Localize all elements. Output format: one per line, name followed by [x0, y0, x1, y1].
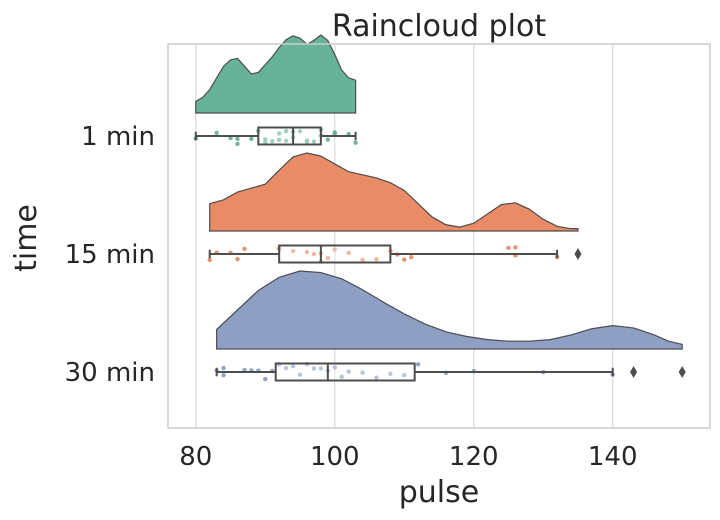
- data-point: [221, 372, 226, 378]
- data-point: [360, 257, 365, 263]
- outlier-marker: [678, 366, 686, 378]
- data-point: [409, 255, 414, 260]
- data-point: [214, 130, 219, 136]
- data-point: [235, 136, 240, 142]
- y-tick-label: 1 min: [81, 122, 155, 152]
- tick-layer: 80 100 120 140 1 min 15 min 30 min: [65, 122, 638, 472]
- chart-title: Raincloud plot: [332, 9, 546, 44]
- y-tick-label: 30 min: [65, 358, 155, 388]
- data-point: [332, 247, 337, 252]
- data-point: [506, 245, 511, 250]
- data-point: [374, 375, 379, 380]
- plot-frame: [167, 43, 711, 429]
- x-tick-label: 80: [179, 442, 212, 472]
- data-point: [304, 139, 310, 145]
- data-point: [339, 374, 344, 380]
- data-point: [353, 140, 358, 145]
- data-point: [276, 131, 282, 136]
- data-point: [325, 255, 331, 261]
- box: [278, 244, 392, 264]
- density-cloud: [195, 34, 357, 114]
- data-point: [270, 139, 275, 144]
- data-point: [283, 128, 289, 134]
- data-point: [207, 257, 212, 263]
- series-group: [193, 34, 358, 147]
- data-point: [332, 365, 337, 370]
- data-point: [346, 369, 351, 374]
- x-tick-label: 120: [449, 442, 499, 472]
- data-point: [402, 372, 407, 378]
- series-layer: [193, 34, 686, 382]
- data-point: [311, 366, 317, 371]
- data-point: [346, 250, 351, 256]
- data-point: [360, 370, 365, 375]
- data-point: [297, 129, 303, 134]
- data-point: [332, 130, 337, 135]
- x-tick-label: 100: [310, 442, 360, 472]
- x-tick-label: 140: [588, 442, 638, 472]
- data-point: [311, 139, 317, 144]
- density-cloud: [216, 270, 683, 350]
- data-point: [276, 137, 282, 143]
- x-axis-label: pulse: [399, 475, 479, 510]
- box: [274, 362, 416, 382]
- density-cloud: [209, 152, 579, 232]
- data-point: [374, 256, 379, 262]
- box: [257, 126, 322, 146]
- data-point: [235, 256, 240, 262]
- data-point: [311, 251, 317, 257]
- data-point: [221, 365, 226, 371]
- data-point: [402, 257, 407, 262]
- y-axis-label: time: [9, 204, 44, 272]
- data-point: [263, 137, 268, 142]
- data-point: [228, 135, 233, 141]
- data-point: [249, 136, 254, 141]
- data-point: [283, 365, 289, 371]
- data-point: [283, 138, 289, 143]
- data-point: [388, 371, 393, 377]
- outlier-marker: [630, 366, 638, 378]
- data-point: [513, 245, 518, 250]
- outlier-marker: [574, 248, 582, 260]
- data-point: [242, 246, 247, 251]
- y-tick-label: 15 min: [65, 240, 155, 270]
- data-point: [297, 372, 303, 377]
- data-point: [235, 141, 240, 147]
- series-group: [214, 270, 686, 382]
- data-point: [290, 363, 296, 369]
- data-point: [318, 366, 324, 371]
- data-point: [290, 248, 296, 254]
- data-point: [325, 137, 331, 142]
- data-point: [346, 131, 351, 137]
- series-group: [207, 152, 582, 264]
- data-point: [263, 376, 268, 382]
- data-point: [304, 249, 310, 255]
- data-point: [415, 362, 421, 367]
